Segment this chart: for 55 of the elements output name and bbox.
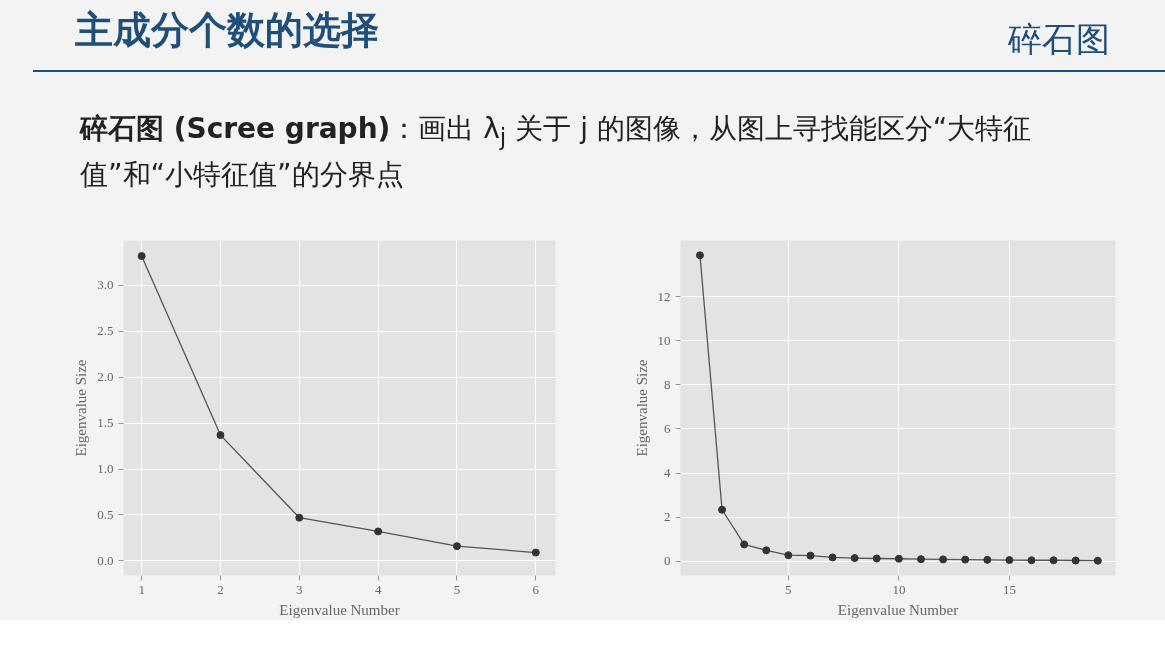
point [1027, 556, 1036, 565]
point [740, 540, 749, 549]
point [1093, 556, 1102, 565]
x-tick-label: 4 [374, 581, 382, 597]
x-tick-label: 2 [217, 581, 224, 597]
y-tick-label: 10 [657, 332, 671, 348]
y-tick-label: 2.0 [97, 369, 114, 385]
point [695, 251, 704, 260]
text: 碎石图 [1008, 18, 1110, 61]
x-axis-title: Eigenvalue Number [279, 601, 400, 618]
y-tick-label: 6 [664, 420, 671, 436]
y-tick-label: 3.0 [97, 277, 114, 293]
point [216, 431, 225, 440]
point [531, 548, 540, 557]
y-tick-label: 0.0 [97, 552, 114, 568]
point [762, 546, 771, 555]
x-tick-label: 10 [892, 581, 906, 597]
y-tick-label: 12 [657, 288, 671, 304]
point [1049, 556, 1058, 565]
y-axis-title: Eigenvalue Size [73, 359, 90, 457]
point [784, 551, 793, 560]
x-tick-label: 5 [785, 581, 792, 597]
point [1071, 556, 1080, 565]
point [806, 551, 815, 560]
point [850, 554, 859, 563]
y-tick-label: 8 [664, 376, 671, 392]
x-tick-label: 15 [1002, 581, 1016, 597]
x-tick-label: 3 [296, 581, 303, 597]
y-tick-label: 1.0 [97, 461, 114, 477]
x-tick-label: 5 [453, 581, 461, 597]
y-tick-label: 0 [664, 553, 671, 569]
y-axis-title: Eigenvalue Size [633, 359, 650, 457]
y-tick-label: 1.5 [97, 415, 114, 431]
text: 碎石图 (Scree graph)：画出 λ$_{j}$ 关于 j 的图像，从图上寻找能区分“大特征值”和“小特征值”的分界点 [80, 112, 1032, 191]
point [295, 513, 304, 522]
point [718, 505, 727, 514]
point [137, 252, 146, 261]
chart-title: 主成分个数的选择 [75, 7, 379, 54]
point [374, 527, 383, 536]
y-tick-label: 2.5 [97, 323, 114, 339]
point [894, 554, 903, 563]
point [828, 553, 837, 562]
y-tick-label: 0.5 [97, 506, 114, 522]
point [916, 555, 925, 564]
x-tick-label: 1 [138, 581, 145, 597]
point [1005, 556, 1014, 565]
point [452, 542, 461, 551]
point [983, 555, 992, 564]
x-axis-title: Eigenvalue Number [837, 601, 959, 618]
point [872, 554, 881, 563]
point [939, 555, 948, 564]
y-tick-label: 2 [664, 509, 671, 525]
y-tick-label: 4 [664, 465, 671, 481]
x-tick-label: 6 [532, 581, 540, 597]
point [961, 555, 970, 564]
